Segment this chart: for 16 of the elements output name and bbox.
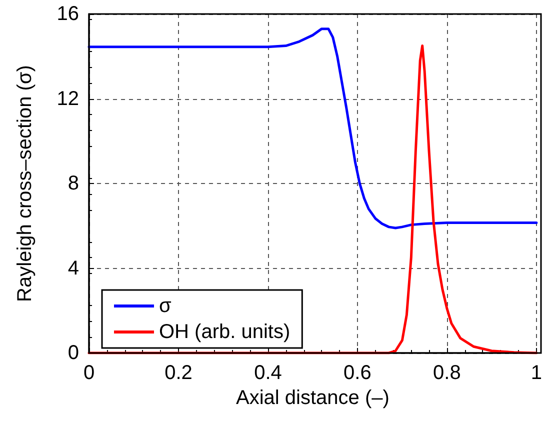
y-tick-label: 4 <box>68 257 79 280</box>
y-tick-label: 12 <box>56 88 79 110</box>
y-tick-label: 8 <box>68 172 79 194</box>
legend-label: OH (arb. units) <box>159 321 290 343</box>
line-series <box>88 28 538 230</box>
x-tick-label: 1 <box>530 362 542 384</box>
y-tick-label: 0 <box>68 342 79 364</box>
x-axis-title: Axial distance (–) <box>236 386 390 409</box>
x-tick-label: 0.6 <box>344 362 372 384</box>
x-tick-label: 0 <box>83 362 95 384</box>
y-axis-title: Rayleigh cross–section (σ) <box>14 65 36 302</box>
x-tick-label: 0.2 <box>164 362 192 384</box>
x-tick-label: 0.4 <box>254 362 282 384</box>
x-tick-label: 0.8 <box>433 362 461 384</box>
y-tick-label: 16 <box>56 3 79 25</box>
legend-label: σ <box>159 295 172 317</box>
